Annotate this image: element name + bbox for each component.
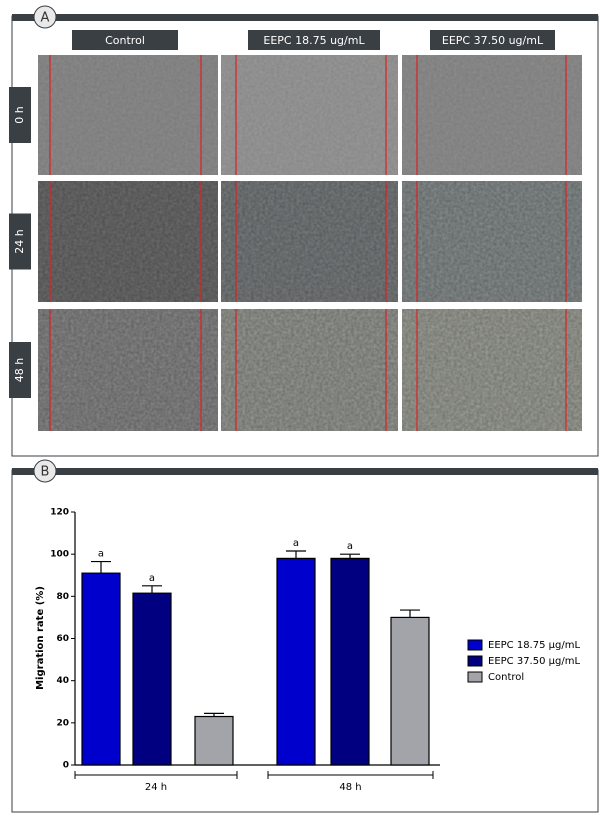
column-header-box	[430, 30, 555, 50]
legend-swatch	[467, 639, 483, 651]
chart: 0 20 40 60 80 100 120 24 h a a 48 h a a EEPC 18.75 µg…	[50, 508, 580, 794]
legend-label: EEPC 18.75 µg/mL	[488, 640, 580, 651]
image-grid: Control EEPC 18.75 ug/mL EEPC 37.50 ug/mL 0…	[9, 30, 582, 431]
bar	[132, 592, 172, 766]
row-label: 48 h	[13, 358, 26, 382]
panel-badge	[33, 459, 57, 483]
panel-bar	[12, 14, 598, 21]
micrograph-texture	[38, 309, 218, 431]
x-tick-label: 24 h	[145, 782, 167, 793]
bar	[194, 715, 234, 766]
row-label-box	[9, 342, 31, 398]
bar	[330, 557, 370, 766]
bar	[276, 557, 316, 766]
y-tick-label: 120	[50, 508, 69, 518]
legend-swatch	[467, 655, 483, 667]
legend-swatch	[467, 671, 483, 683]
significance-label: a	[347, 541, 353, 552]
y-tick-label: 100	[50, 550, 69, 560]
significance-label: a	[149, 573, 155, 584]
bar	[81, 572, 121, 766]
panel-bar	[12, 468, 598, 475]
row-label: 0 h	[13, 106, 26, 123]
row-label-box	[9, 87, 31, 143]
y-tick-label: 0	[63, 761, 69, 771]
column-header: EEPC 37.50 ug/mL	[442, 34, 544, 47]
micrograph-texture	[402, 181, 582, 302]
micrograph-texture	[38, 181, 218, 302]
row-label-box	[9, 213, 31, 270]
bar	[390, 616, 430, 766]
micrograph-texture	[221, 309, 398, 431]
y-tick-label: 20	[56, 718, 69, 728]
significance-label: a	[98, 549, 104, 560]
column-header: EEPC 18.75 ug/mL	[263, 34, 365, 47]
row-label: 24 h	[13, 229, 26, 253]
micrograph-texture	[402, 309, 582, 431]
panel-badge	[33, 5, 57, 29]
y-tick-label: 60	[56, 634, 69, 644]
micrograph-texture	[38, 55, 218, 175]
panel-label: A	[41, 11, 50, 26]
micrograph-texture	[221, 181, 398, 302]
x-tick-label: 48 h	[339, 782, 361, 793]
y-tick-label: 80	[56, 592, 69, 602]
column-header-box	[72, 30, 178, 50]
legend-label: Control	[488, 672, 524, 683]
micrograph-texture	[402, 55, 582, 175]
legend-label: EEPC 37.50 µg/mL	[488, 656, 580, 667]
column-header-box	[248, 30, 380, 50]
column-header: Control	[105, 34, 145, 47]
panel-label: B	[41, 465, 50, 480]
y-axis-label: Migration rate (%)	[35, 586, 46, 690]
y-tick-label: 40	[56, 676, 69, 686]
micrograph-texture	[221, 55, 398, 175]
significance-label: a	[293, 538, 299, 549]
